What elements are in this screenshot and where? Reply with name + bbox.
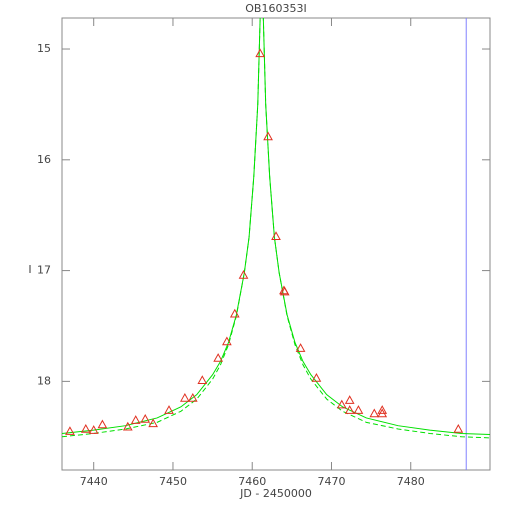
data-point bbox=[344, 395, 355, 404]
data-point bbox=[271, 231, 281, 240]
y-tick-label: 16 bbox=[37, 153, 51, 166]
chart-title: OB160353I bbox=[245, 2, 306, 15]
x-tick-label: 7460 bbox=[238, 475, 266, 488]
data-point bbox=[140, 414, 151, 423]
data-point bbox=[130, 415, 141, 424]
data-point bbox=[122, 421, 133, 431]
y-tick-label: 18 bbox=[37, 374, 51, 387]
data-point bbox=[353, 405, 364, 414]
x-tick-label: 7480 bbox=[397, 475, 425, 488]
data-point bbox=[453, 423, 464, 433]
x-tick-label: 7470 bbox=[317, 475, 345, 488]
x-tick-label: 7440 bbox=[80, 475, 108, 488]
data-point bbox=[164, 405, 174, 414]
data-point bbox=[197, 375, 208, 384]
data-point bbox=[263, 131, 273, 141]
data-point bbox=[336, 399, 347, 409]
data-point bbox=[80, 423, 91, 433]
data-point bbox=[369, 408, 380, 418]
data-point bbox=[255, 48, 265, 58]
data-point bbox=[377, 405, 388, 414]
data-point bbox=[344, 405, 355, 414]
x-axis-label: JD - 2450000 bbox=[239, 487, 312, 500]
data-point bbox=[377, 408, 388, 418]
y-tick-label: 15 bbox=[37, 42, 51, 55]
model-curve bbox=[62, 18, 490, 436]
data-point bbox=[88, 425, 99, 434]
data-point bbox=[295, 343, 306, 352]
data-point bbox=[279, 285, 289, 295]
data-point bbox=[213, 353, 223, 362]
data-point bbox=[65, 426, 75, 435]
data-point bbox=[187, 392, 198, 402]
plot-frame bbox=[61, 17, 491, 471]
data-point bbox=[222, 336, 232, 346]
data-point bbox=[229, 308, 240, 318]
data-point bbox=[311, 373, 322, 382]
data-point bbox=[148, 418, 158, 428]
x-tick-label: 7450 bbox=[159, 475, 187, 488]
plot-area bbox=[62, 18, 490, 470]
model-curve bbox=[62, 18, 490, 439]
y-axis-label: I bbox=[28, 263, 31, 276]
data-point bbox=[238, 269, 249, 279]
data-point bbox=[180, 392, 190, 402]
data-point bbox=[279, 286, 290, 296]
y-tick-label: 17 bbox=[37, 264, 51, 277]
data-point bbox=[97, 419, 108, 429]
